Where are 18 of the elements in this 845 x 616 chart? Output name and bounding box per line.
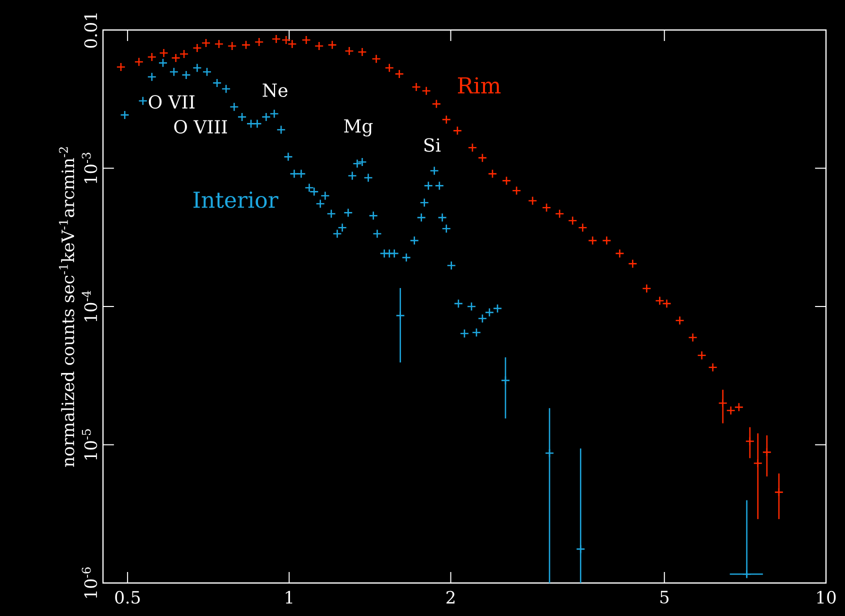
y-tick-label: 0.01 [84,13,98,48]
annotation: Si [424,138,441,152]
y-axis-title: normalized counts sec$^{-1}$keV$^{-1}$arcmin$^{-2}$ [58,147,74,467]
annotation: O VIII [174,120,227,134]
annotation: Ne [262,84,288,97]
x-tick-label: 5 [660,590,668,604]
y-tick-label: 10$^{-4}$ [82,290,98,322]
x-tick-label: 0.5 [115,590,140,604]
annotation: Mg [344,119,373,136]
y-tick-label: 10$^{-6}$ [82,567,98,598]
annotation: O VII [148,95,195,109]
x-tick-label: 1 [286,590,292,604]
y-tick-label: 10$^{-3}$ [82,152,98,184]
x-tick-label: 10 [817,590,836,604]
series-label: Rim [458,77,501,94]
x-tick-label: 2 [446,590,454,604]
series-label: Interior [194,192,278,208]
y-tick-label: 10$^{-5}$ [82,429,98,460]
